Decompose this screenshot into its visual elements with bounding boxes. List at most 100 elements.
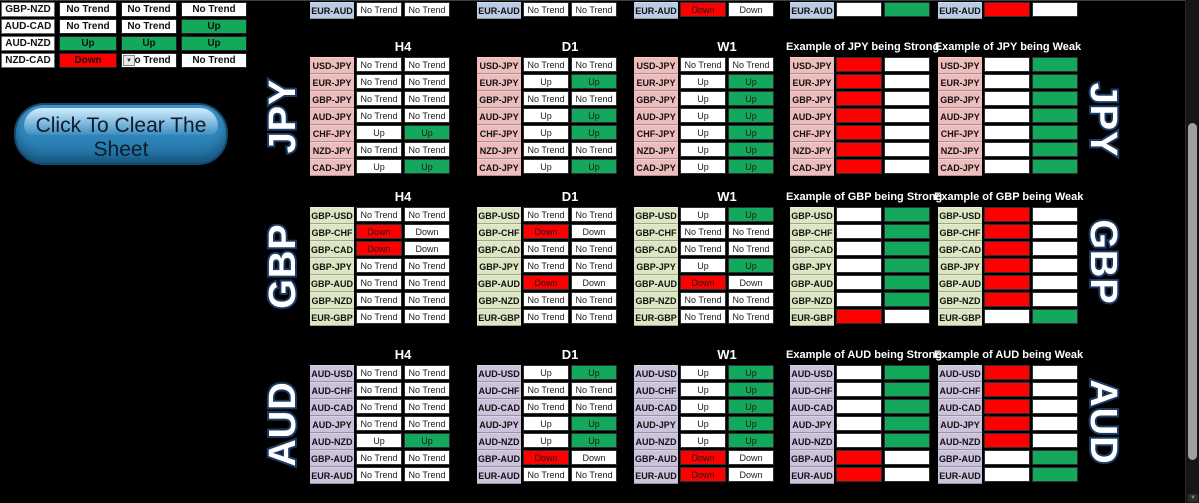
trend-cell[interactable]: No Trend	[571, 399, 617, 414]
cross-trend-cell[interactable]: No Trend	[121, 2, 177, 17]
trend-cell[interactable]: Up	[680, 382, 726, 397]
trend-cell[interactable]: Up	[728, 125, 774, 140]
trend-cell[interactable]: No Trend	[523, 258, 569, 273]
trend-cell[interactable]: No Trend	[523, 2, 569, 17]
trend-cell[interactable]: No Trend	[404, 2, 450, 17]
trend-cell[interactable]: Up	[356, 433, 402, 448]
trend-cell[interactable]: Up	[404, 433, 450, 448]
trend-cell[interactable]: Up	[571, 159, 617, 174]
trend-cell[interactable]: No Trend	[523, 467, 569, 482]
trend-cell[interactable]: Up	[728, 207, 774, 222]
trend-cell[interactable]: No Trend	[523, 142, 569, 157]
trend-cell[interactable]: Up	[680, 142, 726, 157]
trend-cell[interactable]: No Trend	[404, 74, 450, 89]
trend-cell[interactable]: No Trend	[571, 241, 617, 256]
trend-cell[interactable]: No Trend	[523, 292, 569, 307]
trend-cell[interactable]: No Trend	[356, 108, 402, 123]
trend-cell[interactable]: No Trend	[728, 241, 774, 256]
trend-cell[interactable]: Up	[680, 416, 726, 431]
trend-cell[interactable]: Up	[404, 159, 450, 174]
trend-cell[interactable]: No Trend	[356, 416, 402, 431]
trend-cell[interactable]: No Trend	[356, 467, 402, 482]
trend-cell[interactable]: No Trend	[728, 57, 774, 72]
trend-cell[interactable]: No Trend	[404, 467, 450, 482]
trend-cell[interactable]: Up	[523, 74, 569, 89]
trend-cell[interactable]: Up	[680, 365, 726, 380]
dropdown-arrow-icon[interactable]: ▼	[123, 55, 135, 66]
cross-trend-cell[interactable]: ▼ No Trend	[121, 53, 177, 68]
trend-cell[interactable]: No Trend	[523, 241, 569, 256]
trend-cell[interactable]: No Trend	[571, 142, 617, 157]
vertical-scrollbar-track[interactable]: ▼	[1185, 0, 1199, 503]
trend-cell[interactable]: No Trend	[680, 309, 726, 324]
cross-trend-cell[interactable]: No Trend	[121, 19, 177, 34]
trend-cell[interactable]: No Trend	[680, 57, 726, 72]
trend-cell[interactable]: Up	[680, 108, 726, 123]
trend-cell[interactable]: Up	[404, 125, 450, 140]
cross-trend-cell[interactable]: Up	[181, 19, 247, 34]
trend-cell[interactable]: Up	[728, 91, 774, 106]
trend-cell[interactable]: Down	[728, 275, 774, 290]
trend-cell[interactable]: Up	[356, 125, 402, 140]
trend-cell[interactable]: Up	[571, 365, 617, 380]
trend-cell[interactable]: Down	[523, 224, 569, 239]
trend-cell[interactable]: Up	[728, 433, 774, 448]
trend-cell[interactable]: Down	[523, 450, 569, 465]
clear-sheet-button[interactable]: Click To Clear The Sheet	[14, 103, 228, 165]
trend-cell[interactable]: Down	[728, 2, 774, 17]
trend-cell[interactable]: No Trend	[356, 142, 402, 157]
trend-cell[interactable]: Up	[728, 108, 774, 123]
trend-cell[interactable]: Up	[571, 125, 617, 140]
trend-cell[interactable]: Up	[728, 159, 774, 174]
trend-cell[interactable]: Up	[680, 399, 726, 414]
trend-cell[interactable]: No Trend	[571, 91, 617, 106]
trend-cell[interactable]: No Trend	[571, 2, 617, 17]
trend-cell[interactable]: No Trend	[404, 450, 450, 465]
trend-cell[interactable]: No Trend	[356, 292, 402, 307]
trend-cell[interactable]: No Trend	[728, 292, 774, 307]
trend-cell[interactable]: No Trend	[404, 258, 450, 273]
trend-cell[interactable]: No Trend	[356, 365, 402, 380]
trend-cell[interactable]: Down	[680, 467, 726, 482]
trend-cell[interactable]: Up	[728, 399, 774, 414]
cross-trend-cell[interactable]: No Trend	[181, 2, 247, 17]
trend-cell[interactable]: Down	[680, 2, 726, 17]
trend-cell[interactable]: No Trend	[356, 91, 402, 106]
cross-trend-cell[interactable]: No Trend	[59, 19, 117, 34]
trend-cell[interactable]: Down	[680, 275, 726, 290]
trend-cell[interactable]: Down	[728, 467, 774, 482]
trend-cell[interactable]: Up	[571, 433, 617, 448]
vertical-scrollbar-thumb[interactable]	[1188, 123, 1197, 460]
trend-cell[interactable]: Up	[523, 125, 569, 140]
trend-cell[interactable]: Up	[523, 365, 569, 380]
trend-cell[interactable]: No Trend	[356, 450, 402, 465]
trend-cell[interactable]: Up	[356, 159, 402, 174]
trend-cell[interactable]: No Trend	[404, 275, 450, 290]
trend-cell[interactable]: No Trend	[404, 309, 450, 324]
trend-cell[interactable]: Up	[680, 433, 726, 448]
cross-trend-cell[interactable]: Down	[59, 53, 117, 68]
trend-cell[interactable]: Up	[680, 125, 726, 140]
trend-cell[interactable]: Down	[680, 450, 726, 465]
trend-cell[interactable]: Down	[571, 450, 617, 465]
trend-cell[interactable]: No Trend	[728, 309, 774, 324]
trend-cell[interactable]: Down	[523, 275, 569, 290]
cross-trend-cell[interactable]: Up	[59, 36, 117, 51]
trend-cell[interactable]: No Trend	[571, 207, 617, 222]
trend-cell[interactable]: No Trend	[571, 57, 617, 72]
trend-cell[interactable]: No Trend	[523, 91, 569, 106]
trend-cell[interactable]: Up	[728, 416, 774, 431]
trend-cell[interactable]: No Trend	[404, 292, 450, 307]
trend-cell[interactable]: No Trend	[356, 275, 402, 290]
trend-cell[interactable]: No Trend	[523, 207, 569, 222]
trend-cell[interactable]: No Trend	[356, 207, 402, 222]
trend-cell[interactable]: Up	[523, 108, 569, 123]
trend-cell[interactable]: Down	[728, 450, 774, 465]
trend-cell[interactable]: Up	[728, 382, 774, 397]
trend-cell[interactable]: Up	[523, 416, 569, 431]
trend-cell[interactable]: Up	[523, 433, 569, 448]
trend-cell[interactable]: Up	[728, 142, 774, 157]
trend-cell[interactable]: No Trend	[571, 309, 617, 324]
trend-cell[interactable]: No Trend	[356, 74, 402, 89]
scrollbar-down-arrow-icon[interactable]: ▼	[1188, 494, 1198, 502]
